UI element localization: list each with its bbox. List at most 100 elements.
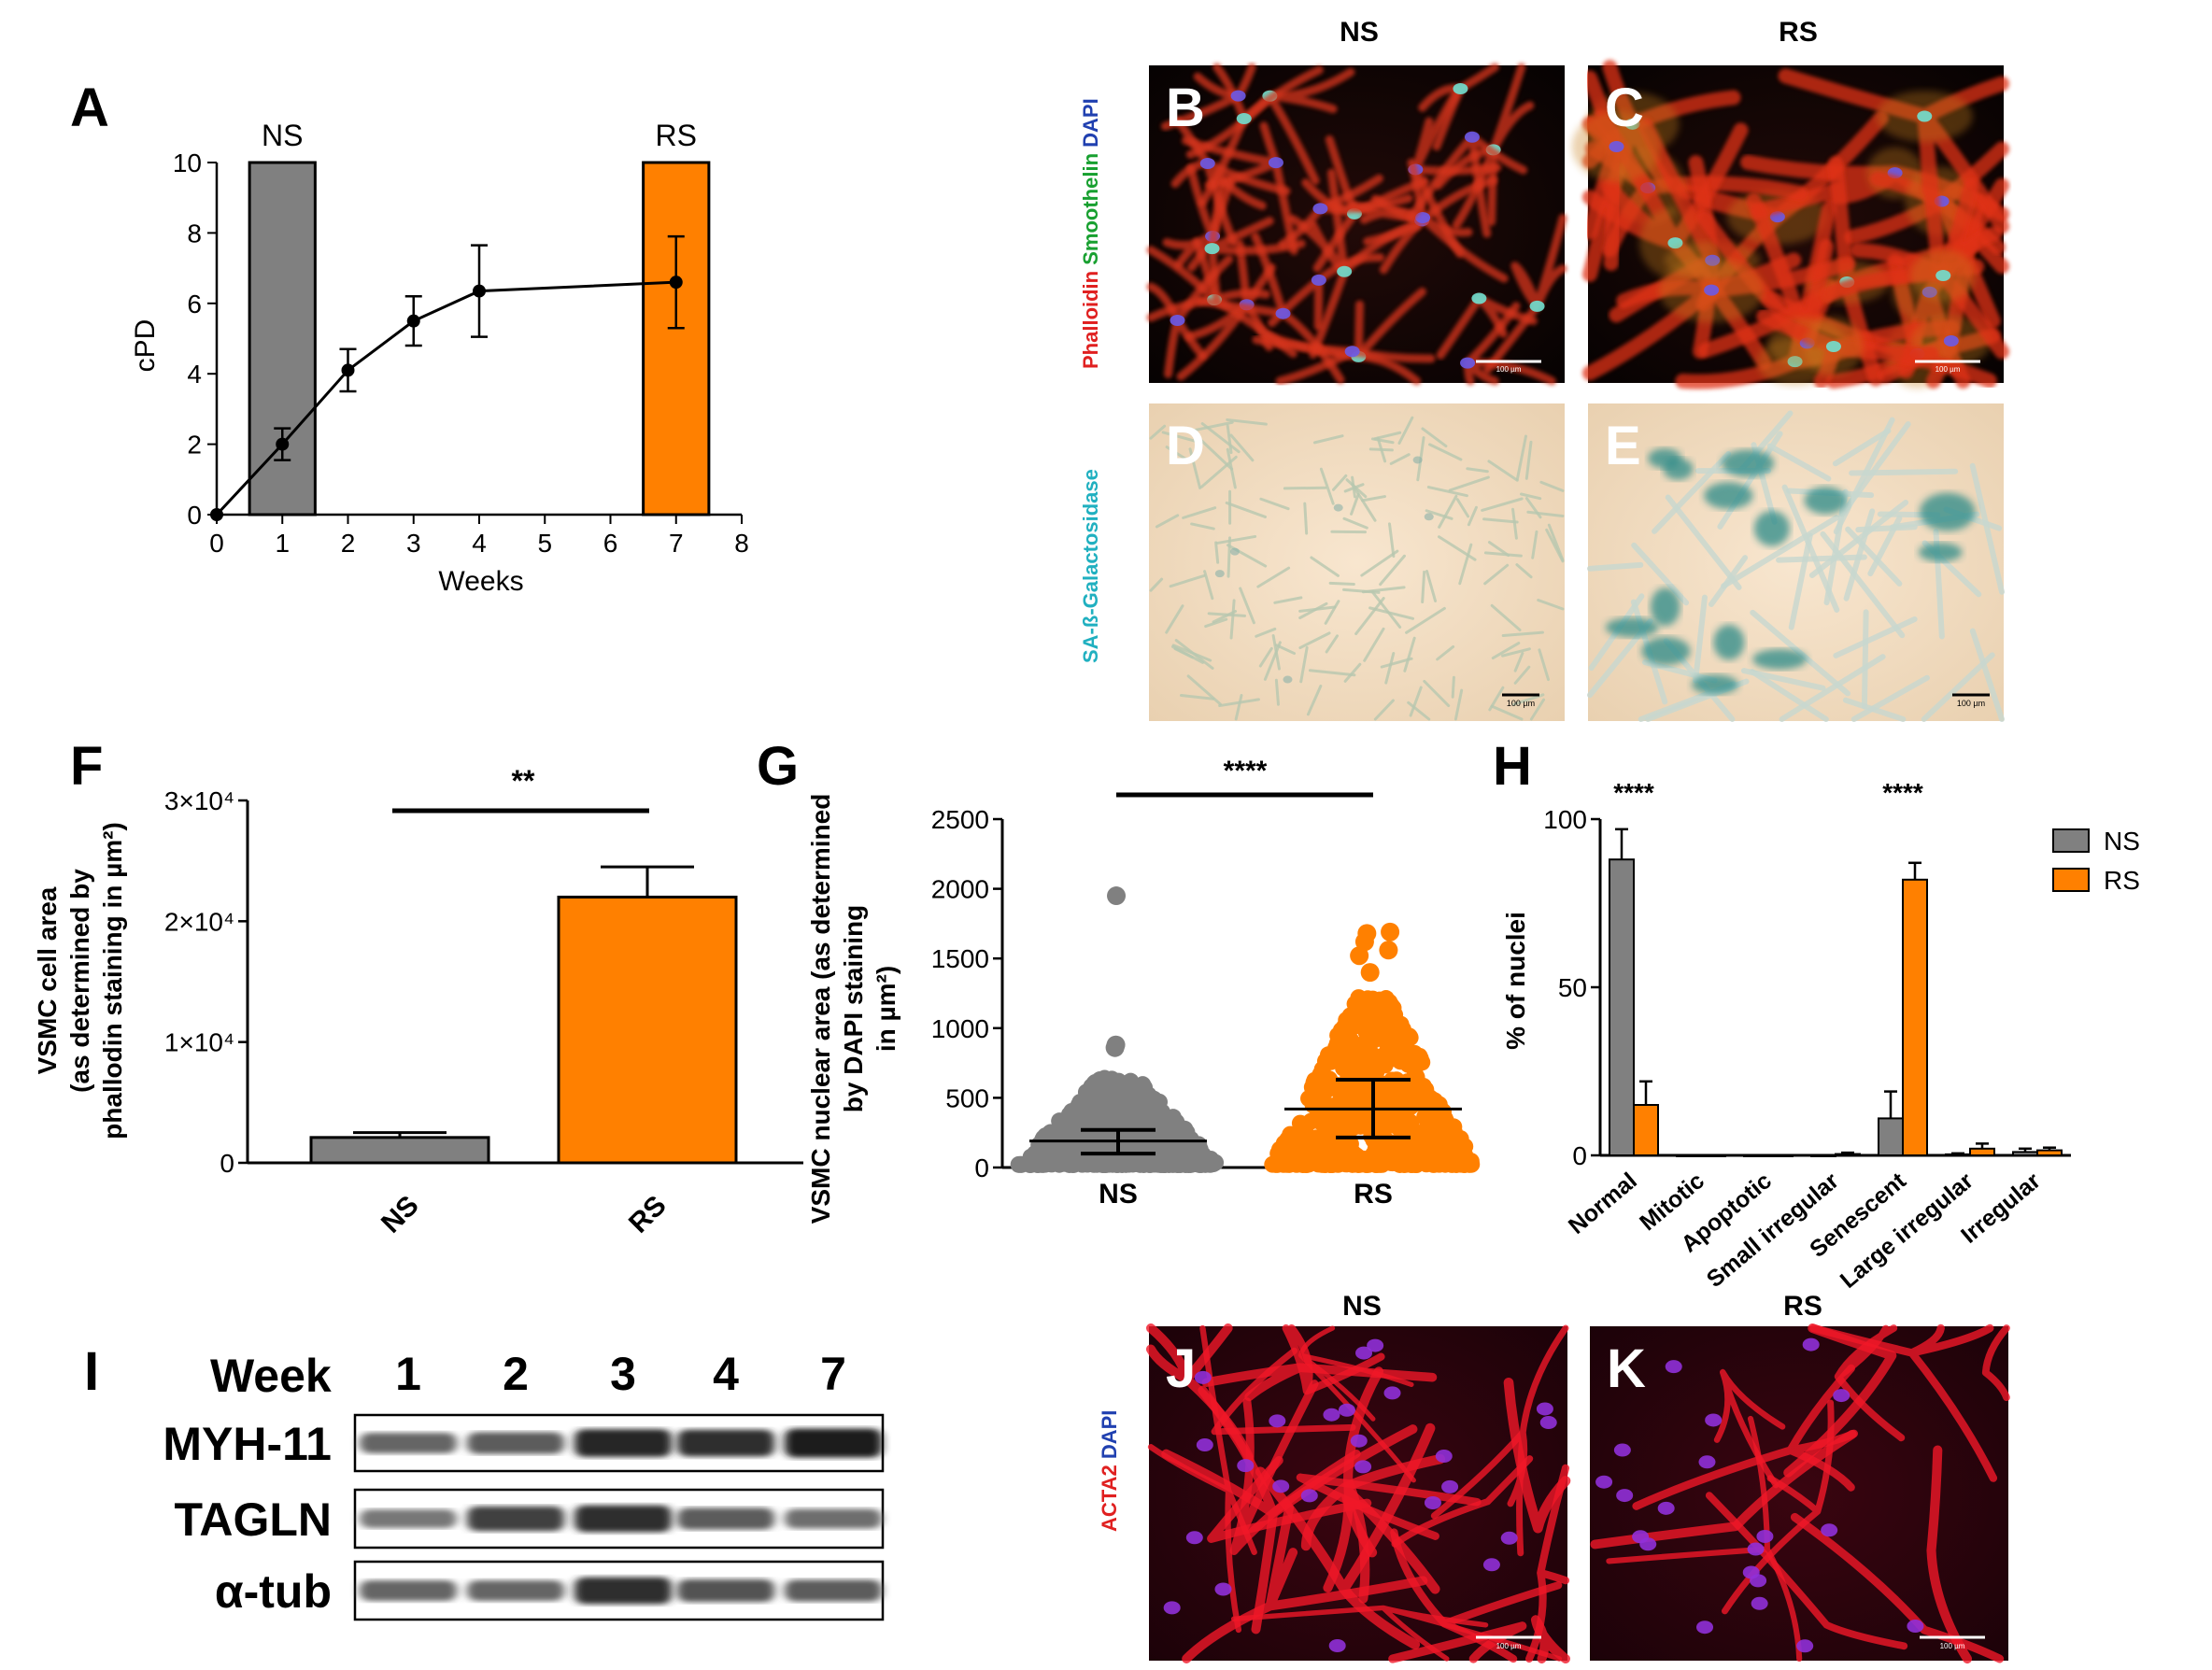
actin-fiber <box>1713 1368 1786 1489</box>
bar-rs <box>1902 878 1928 1156</box>
nucleus <box>1328 1638 1346 1652</box>
panel-f-ylabel-2: (as determined by <box>65 869 94 1093</box>
nucleus <box>1354 1460 1372 1474</box>
panel-f-ylabel-3: phallodin staining in µm²) <box>98 822 127 1139</box>
week-label: 3 <box>610 1348 636 1400</box>
data-point <box>1089 1154 1107 1172</box>
significance-label: **** <box>1882 778 1923 807</box>
data-point <box>1305 1074 1323 1092</box>
cell-outline <box>1361 586 1406 594</box>
cell-body <box>1482 214 1567 375</box>
cell-outline <box>1376 436 1387 463</box>
row-label--tub: α-tub <box>215 1565 332 1618</box>
cell-outline <box>1833 616 1918 658</box>
sa-gal-stain <box>1663 458 1694 480</box>
nucleus <box>1696 1620 1714 1635</box>
data-point <box>1200 1153 1218 1171</box>
bar-ns <box>1676 1154 1702 1157</box>
week-label: 1 <box>395 1348 421 1400</box>
y-tick-label: 2500 <box>931 805 989 834</box>
data-point <box>1420 1120 1438 1138</box>
nucleus <box>1272 1479 1290 1493</box>
panel-f-cell-area: F VSMC cell area (as determined by phall… <box>33 736 803 1239</box>
data-point <box>1442 1126 1460 1144</box>
data-point <box>1297 1117 1314 1135</box>
cell-outline <box>1169 573 1206 588</box>
bar-rs <box>1835 1153 1861 1157</box>
cell-outline <box>1373 699 1395 721</box>
cell-outline <box>1263 641 1282 681</box>
data-point <box>1307 1142 1325 1160</box>
cell-outline <box>1820 531 1906 639</box>
actin-fiber <box>1809 1323 1998 1482</box>
cell-outline <box>1721 515 1840 589</box>
scale-label-b: 100 µm <box>1496 365 1522 374</box>
cell-outline <box>1438 494 1458 529</box>
cell-outline <box>1409 686 1423 717</box>
data-point <box>1329 1049 1347 1067</box>
data-point <box>1316 1118 1334 1136</box>
blot-band <box>574 1429 672 1457</box>
data-point <box>1060 1117 1078 1135</box>
blot-band <box>677 1429 774 1457</box>
nucleus <box>1917 110 1933 122</box>
stain-label-top: Phalloidin Smoothelin DAPI <box>1079 98 1102 369</box>
cell-outline <box>1360 549 1399 577</box>
y-tick-label: 1500 <box>931 944 989 973</box>
cell-outline <box>1421 570 1426 604</box>
cell-outline <box>1368 606 1415 620</box>
cell-outline <box>1225 501 1267 518</box>
blot-band <box>467 1579 564 1602</box>
nucleus <box>1821 1523 1838 1537</box>
cell-outline <box>1239 587 1255 625</box>
nucleus <box>1796 1639 1814 1653</box>
cell-body <box>1146 255 1234 378</box>
cell-outline <box>1490 704 1524 721</box>
cell-outline <box>1226 418 1268 426</box>
nucleus <box>1632 1530 1650 1544</box>
nucleus <box>1704 284 1720 296</box>
data-point <box>1354 1054 1372 1072</box>
data-point <box>1415 1091 1433 1109</box>
cell-outline <box>1188 447 1202 489</box>
cell-outline <box>1861 609 1869 710</box>
nucleus <box>1338 1403 1355 1417</box>
scale-label-d: 100 µm <box>1507 699 1535 708</box>
stain-dapi: DAPI <box>1079 98 1102 153</box>
nucleus <box>1833 1389 1850 1403</box>
x-tick-label: NS <box>1099 1179 1138 1210</box>
nucleus <box>1383 1386 1401 1400</box>
cell-outline <box>1524 440 1533 480</box>
cell-outline <box>1403 636 1416 672</box>
nucleus <box>1435 1450 1453 1464</box>
cell-outline <box>1387 522 1396 559</box>
sa-gal-stain <box>1713 624 1745 660</box>
cell-outline <box>1258 646 1273 668</box>
bar-ns <box>309 1136 490 1165</box>
data-point <box>1272 1151 1290 1168</box>
cell-outline <box>1537 599 1565 611</box>
cell-outline <box>1453 688 1464 721</box>
header-ns-bottom: NS <box>1342 1291 1382 1322</box>
scale-label-j: 100 µm <box>1496 1642 1522 1650</box>
bar-rs <box>1633 1104 1659 1156</box>
panel-g-letter: G <box>757 736 799 797</box>
cell-outline <box>1397 416 1414 445</box>
x-tick-label: 4 <box>472 529 487 558</box>
cell-outline <box>1652 451 1732 534</box>
cell-outline <box>1448 475 1490 492</box>
cell-outline <box>1631 542 1690 606</box>
cell-outline <box>1298 605 1337 613</box>
blot-band <box>360 1432 457 1454</box>
nucleus <box>1312 203 1328 215</box>
outlier-point <box>1360 963 1380 983</box>
actin-fiber <box>1790 1512 2005 1663</box>
data-point <box>1111 1105 1128 1123</box>
cell-outline <box>1351 475 1356 499</box>
cell-outline <box>1491 642 1521 660</box>
x-tick-label: 8 <box>734 529 749 558</box>
cell-outline <box>1526 510 1565 517</box>
cell-outline <box>1539 480 1565 492</box>
cell-outline <box>1515 563 1533 579</box>
cell-outline <box>1788 532 1813 630</box>
